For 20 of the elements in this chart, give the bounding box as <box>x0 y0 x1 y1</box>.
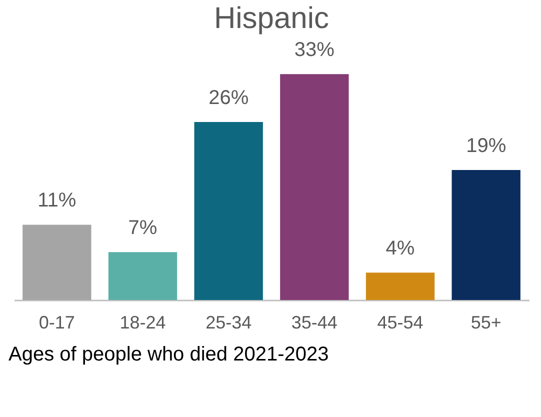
x-tick-label: 25-34 <box>206 312 252 332</box>
x-axis-title: Ages of people who died 2021-2023 <box>8 344 329 366</box>
bar <box>108 252 178 300</box>
x-tick-label: 0-17 <box>38 312 75 332</box>
bar <box>366 272 435 300</box>
bar <box>280 74 349 300</box>
data-label: 33% <box>294 39 335 62</box>
data-label: 19% <box>466 134 506 157</box>
x-tick-label: 35-44 <box>291 312 338 332</box>
x-tick-label: 18-24 <box>120 312 166 332</box>
data-label: 4% <box>386 238 415 260</box>
bar <box>22 224 92 300</box>
data-label: 7% <box>128 217 158 240</box>
x-tick-label: 45-54 <box>377 312 424 332</box>
chart-title: Hispanic <box>214 2 330 35</box>
x-tick-label: 55+ <box>470 312 502 332</box>
data-label: 11% <box>38 190 76 212</box>
bar <box>452 170 520 300</box>
bar <box>194 122 263 300</box>
data-label: 26% <box>208 87 249 110</box>
